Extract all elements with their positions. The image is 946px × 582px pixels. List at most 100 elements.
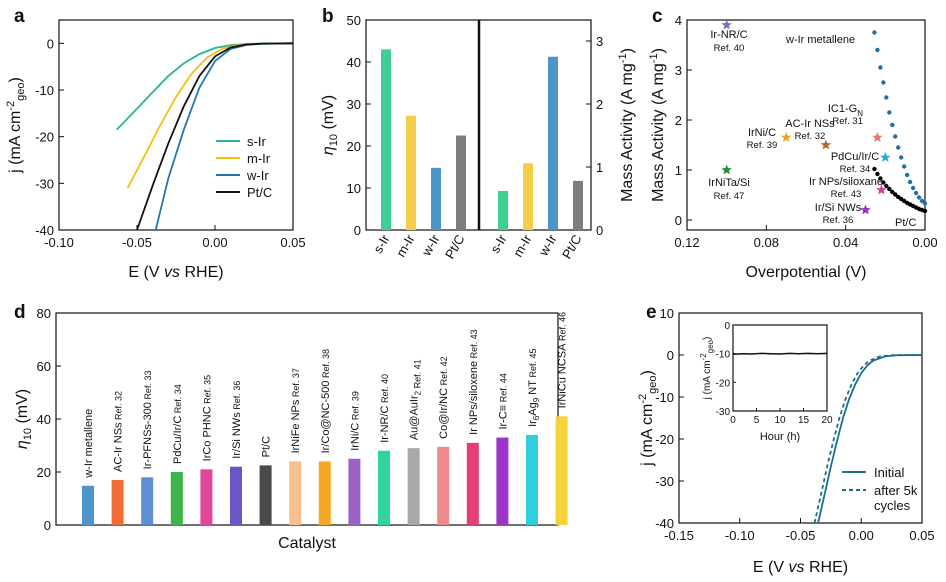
curve-point-w-Ir metallene: [887, 110, 892, 115]
bar-label-d-part-0: Ir/Si NWs: [231, 412, 243, 459]
y-tick-label-d: 20: [37, 465, 51, 480]
plot-frame-c: [686, 19, 926, 231]
y-tick-label-b: 40: [347, 55, 361, 70]
point-label: PdCu/Ir/C: [831, 151, 879, 163]
bar-mass-activity-w-Ir: [548, 56, 558, 231]
bar-eta10-Pt/C: [456, 135, 466, 230]
plot-frame-a: [58, 19, 294, 231]
curve-point-Pt/C: [893, 192, 898, 197]
bar-label-d-part-0: IrNi/C: [349, 423, 361, 451]
curve-point-w-Ir metallene: [875, 47, 880, 53]
bar-label-d: Ir/Si NWs Ref. 36: [231, 381, 243, 459]
y-tick-label-b: 10: [347, 181, 361, 196]
x-tick-label-e: 0.05: [909, 528, 934, 543]
y-tick-label-e: 10: [660, 306, 674, 321]
star-point-Ir/Si NWs: [860, 204, 871, 215]
point-ref: Ref. 36: [823, 215, 854, 226]
y-axis-title-d-part-1: 10: [22, 428, 34, 440]
bar-label-d: Pt/C: [261, 436, 273, 457]
curve-point-w-Ir metallene: [872, 30, 877, 35]
series-line-after 5k cycles: [813, 354, 923, 524]
curve-point-Pt/C: [887, 186, 892, 192]
curve-point-Pt/C: [884, 183, 889, 189]
panel-label-c: c: [652, 6, 663, 27]
bar-w-Ir metallene: [82, 485, 94, 525]
bar-mass-activity-s-Ir: [498, 190, 508, 230]
x-tick-label-e: 0.00: [849, 528, 874, 543]
bar-label-d-part-0: Ir-NR/C: [379, 405, 391, 442]
y-axis-title-a-part-2: geo: [15, 82, 27, 100]
x-tick-label-e: -0.05: [786, 528, 816, 543]
y-tick-label-e: -40: [655, 516, 674, 531]
panel-label-a: a: [14, 6, 25, 27]
point-ref: Ref. 39: [747, 140, 778, 151]
inset-y-axis-title-part-3: ): [702, 337, 713, 340]
bar-label-d-part-0: Ir/Co@NC-500: [320, 380, 332, 453]
bar-label-d-part-0: Au@AuIr: [409, 395, 421, 440]
point-label: IC1-GN: [828, 103, 863, 118]
panel-a-chart: -0.10 -0.05 0.00 0.05 -40 -30 -20 -10 0 s-Ir m-Ir w…: [5, 19, 306, 281]
x-axis-title-a-part-4: RHE): [184, 264, 223, 281]
inset-stability-line: [732, 352, 828, 355]
point-label: Ir NPs/siloxane: [809, 176, 883, 188]
y-tick-label-e: -20: [655, 432, 674, 447]
x-tick-label-a: -0.05: [122, 235, 152, 250]
inset-x-tick-label: 5: [754, 415, 760, 426]
bar-label-d-part-1: Ref. 36: [232, 381, 242, 413]
point-ref: Ref. 34: [840, 164, 871, 175]
y-axis-title-b-part-0: η: [320, 146, 337, 155]
bar-Ir: [526, 434, 538, 525]
x-tick-label-c: 0.08: [754, 235, 779, 250]
x-tick-label-b: m-Ir: [393, 231, 418, 259]
curve-point-w-Ir metallene: [881, 80, 886, 85]
x-axis-title-a: E (V vs RHE): [128, 264, 223, 281]
bar-label-d-part-0: IrNiFe NPs: [290, 399, 302, 453]
bar-Ir/Co@NC-500: [318, 461, 331, 525]
point-label: Ir/Si NWs: [815, 202, 862, 214]
curve-point-Pt/C: [878, 176, 883, 181]
point-label-part-1: N: [857, 109, 863, 118]
bar-label-d: Ir/Co@NC-500 Ref. 38: [320, 349, 332, 453]
bar-label-d-part-0: Pt/C: [261, 436, 273, 457]
y-tick-label-c: 0: [675, 213, 682, 228]
y-tick-label-e: -10: [655, 390, 674, 405]
x-tick-label-b: w-Ir: [418, 231, 443, 259]
y2-axis-title-b-part-1: -1: [617, 53, 629, 63]
x-tick-label-b: s-Ir: [370, 231, 393, 255]
y-axis-title-c-part-2: ): [650, 48, 667, 53]
bar-label-d-part-1: Ref. 46: [558, 312, 568, 344]
y-tick-label-c: 1: [675, 163, 682, 178]
y-tick-label-c: 2: [675, 113, 682, 128]
curve-point-w-Ir metallene: [910, 185, 916, 191]
bar-label-d-part-1: 2: [414, 390, 423, 395]
inset-y-axis-title-part-1: -2: [699, 353, 708, 361]
bar-label-d-part-0: Ir-PFNSs-300: [142, 402, 154, 469]
x-axis-title-e-part-4: RHE): [809, 559, 848, 576]
series-line-Pt/C: [136, 42, 294, 231]
bar-label-d-part-1: Ref. 39: [350, 391, 360, 423]
y-tick-label-a: -30: [35, 176, 54, 191]
bar-eta10-w-Ir: [431, 167, 441, 230]
y2-axis-title-b-part-2: ): [619, 48, 636, 53]
bar-label-d-part-1: Ref. 35: [202, 375, 212, 407]
bar-label-d-part-5: Ref. 45: [528, 349, 538, 381]
point-ref: Ref. 43: [831, 189, 862, 200]
panel-c-chart: 0.12 0.08 0.04 0.00 0 1 2 3 4 w-Ir metallene Pt/C I…: [648, 13, 938, 281]
bar-label-d-part-1: Ref. 34: [173, 384, 183, 416]
curve-point-w-Ir metallene: [907, 179, 913, 185]
point-label: Ir-NR/C: [710, 29, 747, 41]
curve-point-w-Ir metallene: [901, 164, 907, 169]
bar-label-d-part-0: Ir-C≡: [497, 405, 509, 430]
curve-label-ptc: Pt/C: [895, 217, 916, 229]
y-axis-title-d-part-0: η: [14, 440, 31, 449]
x-axis-title-d: Catalyst: [278, 535, 336, 552]
inset-y-axis-title: j (mA cm-2geo): [699, 337, 715, 401]
bar-label-d-part-2: Ag: [527, 402, 539, 415]
curve-point-w-Ir metallene: [913, 190, 919, 196]
legend-label-a: Pt/C: [247, 185, 272, 200]
bar-label-d-part-0: Ir: [527, 420, 539, 427]
bar-Co@Ir/NC: [437, 446, 450, 525]
bar-label-d: Au@AuIr2 Ref. 41: [409, 359, 423, 440]
y-axis-title-a-part-1: -2: [5, 101, 17, 111]
legend-label-a: s-Ir: [247, 134, 266, 149]
